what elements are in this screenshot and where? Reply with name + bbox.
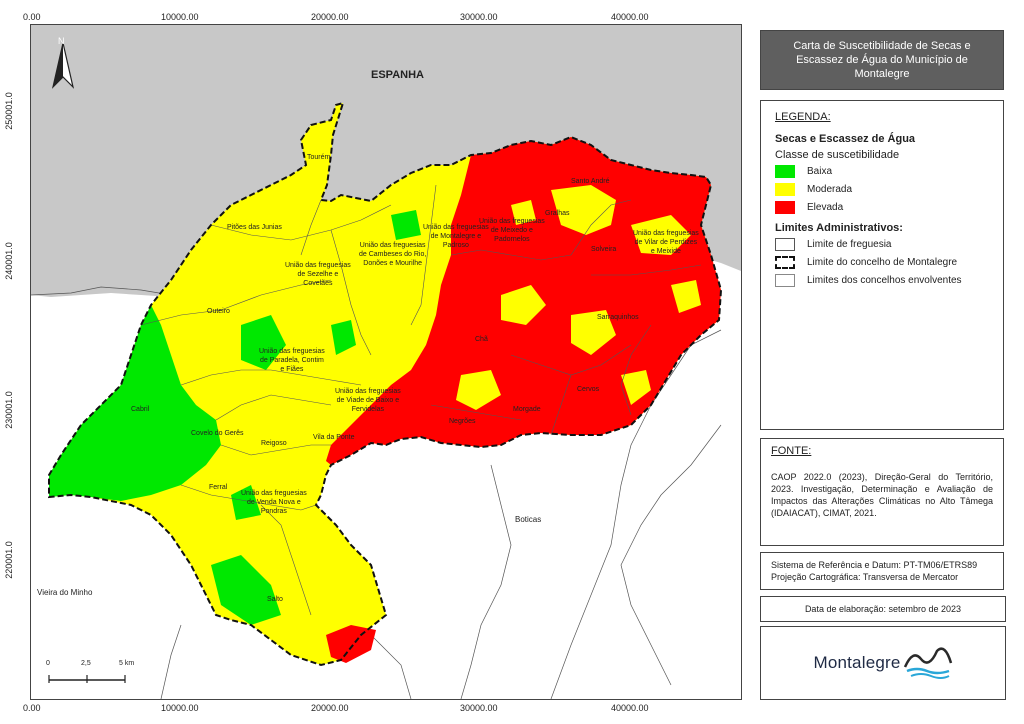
parish-label: Santo André xyxy=(571,178,610,185)
montalegre-outline xyxy=(48,101,723,667)
parish-label: Pitões das Junias xyxy=(227,224,282,231)
moderate-swatch xyxy=(775,183,795,196)
neighbour-limit-swatch xyxy=(775,274,795,287)
source-panel: FONTE: CAOP 2022.0 (2023), Direção-Geral… xyxy=(760,438,1004,546)
parish-boundaries xyxy=(140,184,702,616)
scale-bar xyxy=(48,675,126,683)
x-tick-bottom: 10000.00 xyxy=(161,703,199,713)
parish-label: União das freguesias de Paradela, Contim… xyxy=(259,348,325,373)
legend-item-high: Elevada xyxy=(775,201,989,214)
x-tick-top: 10000.00 xyxy=(161,12,199,22)
reference-panel: Sistema de Referência e Datum: PT-TM06/E… xyxy=(760,552,1004,590)
legend-label: Limites dos concelhos envolventes xyxy=(807,275,962,286)
legend-label: Elevada xyxy=(807,202,844,213)
parish-label: União das freguesias de Vilar de Perdize… xyxy=(633,230,699,255)
x-tick-top: 30000.00 xyxy=(460,12,498,22)
parish-label: Negrões xyxy=(449,418,476,425)
x-tick-bottom: 0.00 xyxy=(23,703,41,713)
legend-item-low: Baixa xyxy=(775,165,989,178)
municipality-limit-swatch xyxy=(775,256,795,269)
legend-label: Baixa xyxy=(807,166,833,177)
parish-label: Chã xyxy=(475,336,488,343)
map-canvas xyxy=(31,25,741,699)
source-text: CAOP 2022.0 (2023), Direção-Geral do Ter… xyxy=(771,472,993,518)
y-tick-left: 240001.0 xyxy=(3,242,14,280)
parish-limit-swatch xyxy=(775,238,795,251)
parish-label: União das freguesias de Sezelhe e Covelã… xyxy=(285,262,351,287)
parish-label: Outeiro xyxy=(207,308,230,315)
parish-label: União das freguesias de Viade de Baixo e… xyxy=(335,388,401,413)
logo-wave-icon xyxy=(903,647,952,679)
municipality-label: Vieira do Minho xyxy=(37,588,93,597)
low-patches xyxy=(211,210,421,625)
scale-label: 2,5 xyxy=(81,660,91,667)
high-zone-south xyxy=(326,625,376,663)
map-title: Carta de Suscetibilidade de Secas e Esca… xyxy=(760,30,1004,90)
parish-label: Gralhas xyxy=(545,210,570,217)
x-tick-top: 20000.00 xyxy=(311,12,349,22)
parish-label: União das freguesias de Montalegre e Pad… xyxy=(423,224,489,249)
parish-label: Cervos xyxy=(577,386,600,393)
low-swatch xyxy=(775,165,795,178)
reference-line1: Sistema de Referência e Datum: PT-TM06/E… xyxy=(771,560,978,570)
legend-heading: LEGENDA: xyxy=(775,111,831,123)
y-tick-left: 230001.0 xyxy=(3,391,14,429)
parish-label: Sarraquinhos xyxy=(597,314,639,321)
legend-label: Limite do concelho de Montalegre xyxy=(807,257,958,268)
logo-panel: Montalegre xyxy=(760,626,1006,700)
moderate-patches xyxy=(456,185,701,410)
parish-label: Tourém xyxy=(307,154,331,161)
logo-text: Montalegre xyxy=(813,653,901,672)
parish-label: União das freguesias de Venda Nova e Pon… xyxy=(241,490,307,515)
legend-group2-title: Limites Administrativos: xyxy=(775,222,903,234)
y-tick-left: 220001.0 xyxy=(3,541,14,579)
parish-label: União das freguesias de Meixedo e Padorn… xyxy=(479,218,545,243)
x-tick-top: 0.00 xyxy=(23,12,41,22)
parish-label: Vila da Ponte xyxy=(313,434,355,441)
scale-label: 5 km xyxy=(119,660,135,667)
parish-label: Covelo do Gerês xyxy=(191,430,244,437)
x-tick-bottom: 20000.00 xyxy=(311,703,349,713)
legend-item-neighbour-limit: Limites dos concelhos envolventes xyxy=(775,274,989,287)
legend-item-moderate: Moderada xyxy=(775,183,989,196)
legend-item-parish-limit: Limite de freguesia xyxy=(775,238,989,251)
source-heading: FONTE: xyxy=(771,445,812,457)
parish-label: União das freguesias de Cambeses do Rio,… xyxy=(359,242,427,267)
low-zone-west xyxy=(49,305,221,501)
y-tick-left: 250001.0 xyxy=(3,92,14,130)
north-arrow-icon xyxy=(51,42,75,89)
parish-label: Ferral xyxy=(209,484,228,491)
x-tick-bottom: 30000.00 xyxy=(460,703,498,713)
country-label: ESPANHA xyxy=(371,69,424,81)
parish-label: Salto xyxy=(267,596,283,603)
legend-group1-title: Secas e Escassez de Água xyxy=(775,133,916,145)
legend-item-municipality-limit: Limite do concelho de Montalegre xyxy=(775,256,989,269)
municipality-label: Boticas xyxy=(515,515,542,524)
parish-label: Cabril xyxy=(131,406,150,413)
map-frame: N ESPANHA Tourém Pitões das Junias União… xyxy=(30,24,742,700)
reference-line2: Projeção Cartográfica: Transversa de Mer… xyxy=(771,572,959,582)
parish-label: Solveira xyxy=(591,246,617,253)
legend-label: Moderada xyxy=(807,184,853,195)
high-swatch xyxy=(775,201,795,214)
parish-label: Reigoso xyxy=(261,440,287,447)
scale-label: 0 xyxy=(46,660,50,667)
date-panel: Data de elaboração: setembro de 2023 xyxy=(760,596,1006,622)
x-tick-top: 40000.00 xyxy=(611,12,649,22)
legend-group1-subtitle: Classe de suscetibilidade xyxy=(775,149,900,161)
parish-label: Morgade xyxy=(513,406,541,413)
date-text: Data de elaboração: setembro de 2023 xyxy=(804,604,962,614)
legend-label: Limite de freguesia xyxy=(807,239,892,250)
north-label: N xyxy=(58,36,65,46)
x-tick-bottom: 40000.00 xyxy=(611,703,649,713)
map-title-text: Carta de Suscetibilidade de Secas e Esca… xyxy=(793,40,971,80)
legend-panel: LEGENDA: Secas e Escassez de Água Classe… xyxy=(760,100,1004,430)
